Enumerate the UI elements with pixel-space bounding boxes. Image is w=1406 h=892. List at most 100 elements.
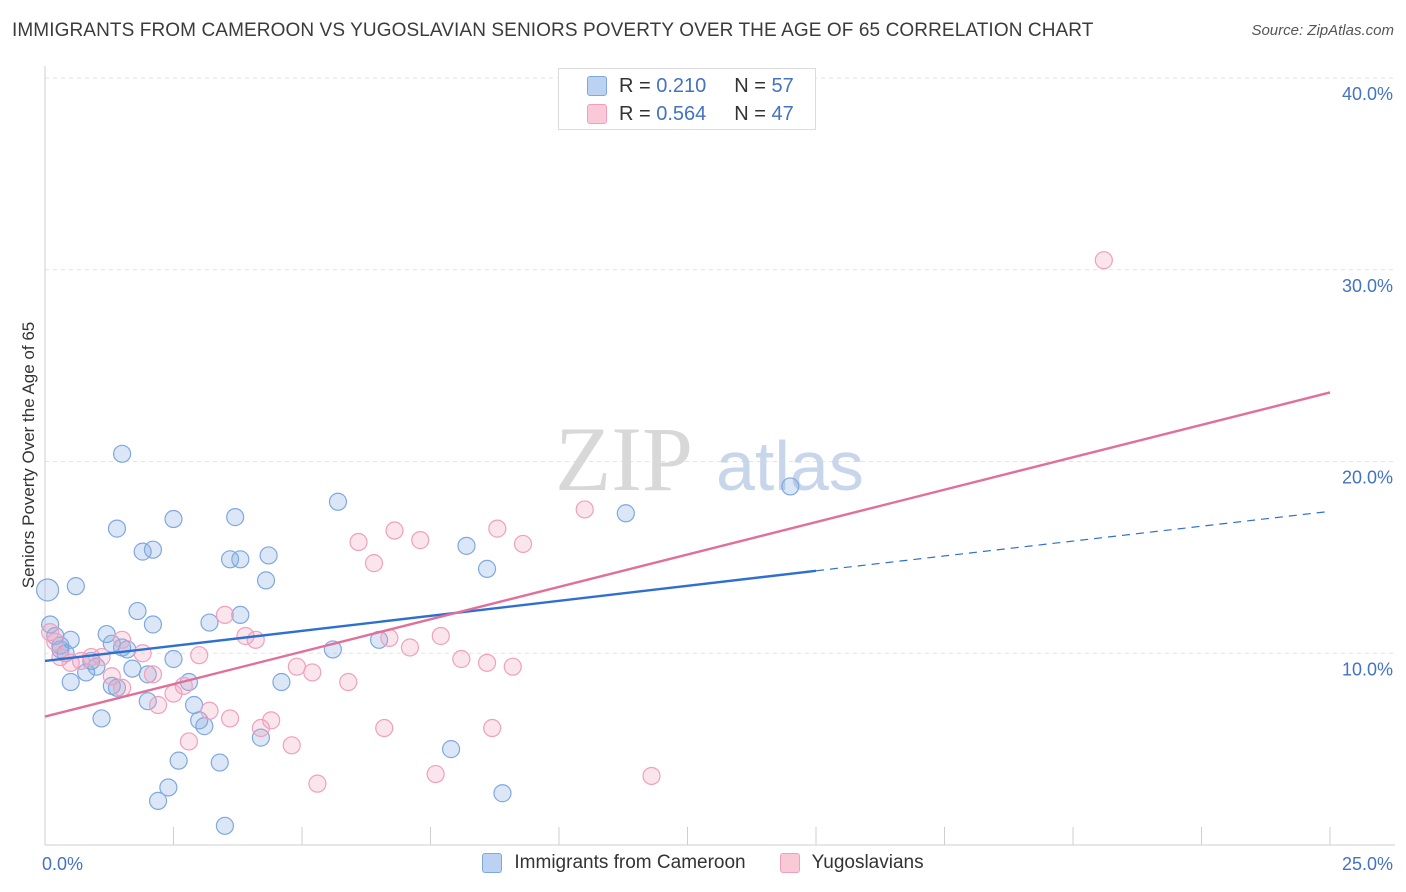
legend-item-cameroon[interactable]: Immigrants from Cameroon: [482, 852, 746, 874]
yugoslavians-point: [477, 653, 497, 672]
watermark-zip: ZIP: [555, 408, 693, 510]
yugoslavians-point: [220, 709, 240, 728]
yugoslavians-point: [364, 554, 384, 573]
cameroon-point: [164, 509, 183, 529]
yugoslavians-point: [133, 644, 152, 663]
cameroon-point: [441, 740, 461, 759]
n-value-yugoslavians: 47: [771, 102, 794, 125]
cameroon-swatch: [587, 76, 607, 96]
r-label: R =: [619, 102, 657, 125]
stats-legend: R = 0.210 N = 57 R = 0.564 N = 47: [558, 68, 816, 130]
cameroon-point: [123, 659, 142, 678]
yugoslavians-point: [1094, 251, 1113, 270]
cameroon-point: [781, 477, 800, 496]
yugoslavians-point: [642, 766, 661, 786]
cameroon-point: [215, 816, 234, 835]
cameroon-point: [61, 630, 80, 649]
yugoslavians-point: [112, 678, 132, 697]
cameroon-point: [169, 751, 188, 770]
yugoslavians-point: [339, 672, 358, 692]
yugoslavians-point: [246, 630, 265, 649]
cameroon-point: [143, 540, 163, 559]
cameroon-point: [61, 672, 80, 692]
cameroon-point: [107, 519, 127, 538]
y-tick-label: 40.0%: [1342, 84, 1393, 104]
legend-item-yugoslavians[interactable]: Yugoslavians: [779, 852, 924, 874]
trend-lines: [44, 391, 1331, 718]
legend-swatch-yugoslavians: [779, 853, 800, 873]
axes: [44, 66, 1395, 846]
chart-title: IMMIGRANTS FROM CAMEROON VS YUGOSLAVIAN …: [12, 20, 1094, 41]
cameroon-point: [200, 613, 219, 632]
yugoslavians-point: [102, 667, 121, 686]
cameroon-point: [184, 695, 204, 715]
yugoslavians-point: [452, 649, 471, 669]
yugoslavians-point: [349, 532, 368, 552]
yugoslavians-point: [483, 718, 502, 738]
chart-source: Source: ZipAtlas.com: [1251, 22, 1394, 39]
cameroon-point: [128, 601, 147, 621]
yugoslavians-point: [92, 647, 111, 667]
yugoslavians-swatch: [587, 104, 607, 124]
legend-label-yugoslavians: Yugoslavians: [811, 852, 924, 873]
cameroon-point: [195, 717, 214, 736]
cameroon-point: [35, 578, 60, 602]
y-tick-label: 30.0%: [1342, 276, 1393, 296]
y-tick-label: 20.0%: [1342, 468, 1393, 488]
cameroon-point: [107, 678, 127, 697]
cameroon-point: [477, 559, 497, 578]
cameroon-point: [493, 784, 512, 803]
yugoslavians-point: [287, 657, 306, 676]
r-value-cameroon: 0.210: [656, 74, 707, 97]
cameroon-point: [256, 571, 276, 590]
x-tick-label: 25.0%: [1342, 854, 1393, 874]
cameroon-point: [251, 728, 270, 747]
yugoslavians-point: [503, 657, 522, 676]
legend-swatch-cameroon: [482, 853, 503, 873]
n-value-cameroon: 57: [771, 74, 794, 97]
y-tick-label: 10.0%: [1342, 659, 1393, 679]
yugoslavians-trend-line: [44, 391, 1331, 718]
cameroon-point: [259, 546, 278, 565]
watermark-atlas: atlas: [716, 427, 864, 505]
r-label: R =: [619, 74, 657, 97]
n-label: N =: [734, 74, 772, 97]
cameroon-point: [138, 692, 157, 711]
cameroon-point: [159, 778, 178, 797]
yugoslavians-point: [488, 519, 507, 538]
stats-row-yugoslavians: R = 0.564 N = 47: [587, 100, 794, 128]
yugoslavians-point: [308, 774, 327, 793]
yugoslavians-point: [513, 534, 533, 554]
cameroon-point: [272, 672, 291, 692]
cameroon-point: [143, 615, 163, 634]
cameroon-point: [112, 444, 132, 463]
cameroon-point: [92, 709, 111, 728]
cameroon-point: [41, 615, 60, 634]
yugoslavians-point: [431, 626, 450, 646]
yugoslavians-point: [251, 718, 270, 738]
gridlines: [45, 77, 1395, 654]
cameroon-point: [226, 508, 245, 527]
yugoslavians-point: [400, 638, 420, 657]
yugoslavians-point: [190, 646, 209, 665]
cameroon-point: [231, 550, 250, 569]
yugoslavians-point: [200, 701, 219, 720]
x-tick-label: 0.0%: [42, 854, 83, 874]
cameroon-trend-line-extension: [815, 510, 1331, 572]
n-label: N =: [734, 102, 772, 125]
cameroon-point: [148, 791, 168, 810]
yugoslavians-point: [148, 695, 168, 715]
bottom-legend: Immigrants from Cameroon Yugoslavians: [0, 852, 1406, 874]
yugoslavians-point: [282, 736, 301, 755]
yugoslavians-point: [411, 531, 430, 550]
yugoslavians-point: [41, 623, 60, 642]
yugoslavians-point: [262, 711, 281, 730]
cameroon-trend-line: [44, 569, 817, 663]
yugoslavians-point: [112, 630, 132, 649]
cameroon-point: [328, 492, 348, 511]
stats-row-cameroon: R = 0.210 N = 57: [587, 72, 794, 100]
cameroon-point: [66, 577, 85, 596]
yugoslavians-point: [46, 632, 65, 651]
tick-labels: 0.0% 25.0% 10.0% 20.0% 30.0% 40.0%: [42, 84, 1393, 874]
